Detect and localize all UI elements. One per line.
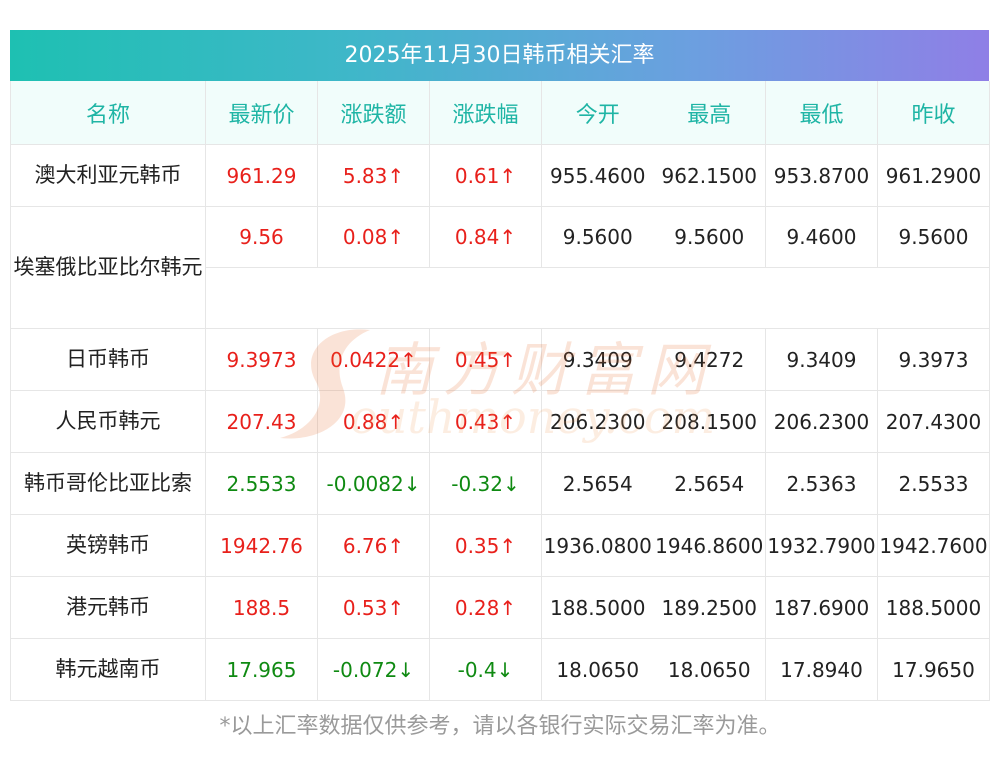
- open-price: 18.0650: [541, 638, 654, 701]
- open-price: 1936.0800: [541, 514, 654, 577]
- latest-price: 9.56: [205, 206, 318, 268]
- col-header-name: 名称: [10, 81, 206, 145]
- latest-price: 188.5: [205, 576, 318, 639]
- change-percent: 0.28↑: [429, 576, 542, 639]
- change-percent: 0.43↑: [429, 390, 542, 453]
- col-header-low: 最低: [765, 81, 878, 145]
- col-header-high: 最高: [653, 81, 766, 145]
- open-price: 955.4600: [541, 144, 654, 207]
- high-price: 1946.8600: [653, 514, 766, 577]
- low-price: 187.6900: [765, 576, 878, 639]
- open-price: 206.2300: [541, 390, 654, 453]
- change-amount: -0.0082↓: [317, 452, 430, 515]
- change-percent: 0.84↑: [429, 206, 542, 268]
- col-header-open: 今开: [541, 81, 654, 145]
- change-amount: 5.83↑: [317, 144, 430, 207]
- low-price: 206.2300: [765, 390, 878, 453]
- open-price: 9.3409: [541, 328, 654, 391]
- change-amount: 0.08↑: [317, 206, 430, 268]
- prev-close: 961.2900: [877, 144, 990, 207]
- high-price: 189.2500: [653, 576, 766, 639]
- table-row: 人民币韩元 207.43 0.88↑ 0.43↑ 206.2300 208.15…: [10, 390, 990, 453]
- table-row-spacer: [11, 267, 990, 329]
- high-price: 208.1500: [653, 390, 766, 453]
- high-price: 18.0650: [653, 638, 766, 701]
- latest-price: 1942.76: [205, 514, 318, 577]
- change-amount: 0.88↑: [317, 390, 430, 453]
- change-percent: 0.35↑: [429, 514, 542, 577]
- currency-name: 日币韩币: [10, 328, 206, 391]
- high-price: 962.1500: [653, 144, 766, 207]
- latest-price: 961.29: [205, 144, 318, 207]
- open-price: 9.5600: [541, 206, 654, 268]
- low-price: 953.8700: [765, 144, 878, 207]
- change-percent: -0.32↓: [429, 452, 542, 515]
- currency-name: 人民币韩元: [10, 390, 206, 453]
- low-price: 2.5363: [765, 452, 878, 515]
- low-price: 17.8940: [765, 638, 878, 701]
- open-price: 2.5654: [541, 452, 654, 515]
- table-row: 韩币哥伦比亚比索 2.5533 -0.0082↓ -0.32↓ 2.5654 2…: [10, 452, 990, 515]
- prev-close: 207.4300: [877, 390, 990, 453]
- empty-cell: [205, 267, 990, 329]
- table-header-row: 名称 最新价 涨跌额 涨跌幅 今开 最高 最低 昨收: [10, 81, 990, 145]
- low-price: 9.3409: [765, 328, 878, 391]
- prev-close: 9.3973: [877, 328, 990, 391]
- currency-name: 澳大利亚元韩币: [10, 144, 206, 207]
- table-title: 2025年11月30日韩币相关汇率: [10, 30, 989, 81]
- prev-close: 17.9650: [877, 638, 990, 701]
- change-amount: 0.53↑: [317, 576, 430, 639]
- prev-close: 188.5000: [877, 576, 990, 639]
- currency-name: 港元韩币: [10, 576, 206, 639]
- currency-name: 韩币哥伦比亚比索: [10, 452, 206, 515]
- latest-price: 207.43: [205, 390, 318, 453]
- low-price: 1932.7900: [765, 514, 878, 577]
- latest-price: 9.3973: [205, 328, 318, 391]
- currency-name: 英镑韩币: [10, 514, 206, 577]
- table-row: 日币韩币 9.3973 0.0422↑ 0.45↑ 9.3409 9.4272 …: [10, 328, 990, 391]
- currency-name: 埃塞俄比亚比尔韩元: [10, 206, 206, 329]
- rate-table-container: 2025年11月30日韩币相关汇率 名称 最新价 涨跌额 涨跌幅 今开 最高 最…: [10, 30, 990, 701]
- change-percent: 0.45↑: [429, 328, 542, 391]
- latest-price: 17.965: [205, 638, 318, 701]
- disclaimer-note: *以上汇率数据仅供参考，请以各银行实际交易汇率为准。: [219, 714, 781, 739]
- prev-close: 2.5533: [877, 452, 990, 515]
- table-row: 韩元越南币 17.965 -0.072↓ -0.4↓ 18.0650 18.06…: [10, 638, 990, 701]
- table-row: 港元韩币 188.5 0.53↑ 0.28↑ 188.5000 189.2500…: [10, 576, 990, 639]
- col-header-change: 涨跌额: [317, 81, 430, 145]
- change-percent: -0.4↓: [429, 638, 542, 701]
- col-header-prev: 昨收: [877, 81, 990, 145]
- prev-close: 1942.7600: [877, 514, 990, 577]
- high-price: 2.5654: [653, 452, 766, 515]
- change-amount: -0.072↓: [317, 638, 430, 701]
- table-row: 澳大利亚元韩币 961.29 5.83↑ 0.61↑ 955.4600 962.…: [10, 144, 990, 207]
- change-percent: 0.61↑: [429, 144, 542, 207]
- latest-price: 2.5533: [205, 452, 318, 515]
- prev-close: 9.5600: [877, 206, 990, 268]
- high-price: 9.4272: [653, 328, 766, 391]
- change-amount: 0.0422↑: [317, 328, 430, 391]
- table-row: 英镑韩币 1942.76 6.76↑ 0.35↑ 1936.0800 1946.…: [10, 514, 990, 577]
- high-price: 9.5600: [653, 206, 766, 268]
- open-price: 188.5000: [541, 576, 654, 639]
- change-amount: 6.76↑: [317, 514, 430, 577]
- table-row: 埃塞俄比亚比尔韩元 9.56 0.08↑ 0.84↑ 9.5600 9.5600…: [10, 206, 990, 329]
- col-header-pct: 涨跌幅: [429, 81, 542, 145]
- currency-name: 韩元越南币: [10, 638, 206, 701]
- col-header-latest: 最新价: [205, 81, 318, 145]
- low-price: 9.4600: [765, 206, 878, 268]
- rate-table: 名称 最新价 涨跌额 涨跌幅 今开 最高 最低 昨收 澳大利亚元韩币 961.2…: [10, 81, 990, 701]
